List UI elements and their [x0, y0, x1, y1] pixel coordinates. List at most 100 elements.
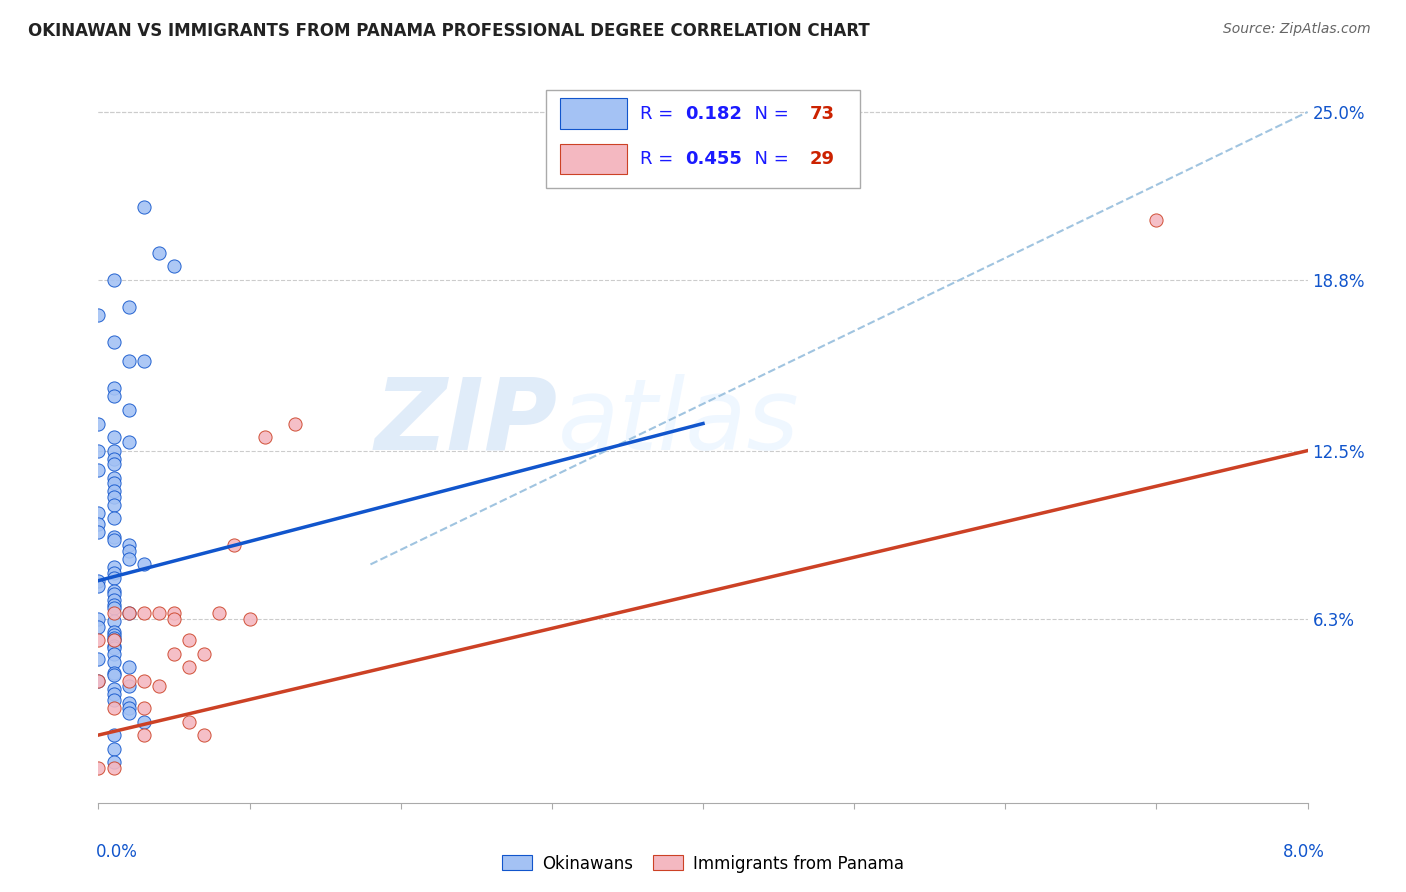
Point: [103, 511, 125, 525]
Point: [87, 761, 110, 775]
Point: [103, 587, 125, 601]
Point: [103, 628, 125, 642]
Point: [208, 606, 231, 620]
FancyBboxPatch shape: [561, 98, 627, 129]
Point: [132, 728, 155, 742]
Point: [103, 681, 125, 696]
Text: 8.0%: 8.0%: [1282, 843, 1324, 861]
Point: [103, 761, 125, 775]
Point: [103, 571, 125, 585]
Legend: Okinawans, Immigrants from Panama: Okinawans, Immigrants from Panama: [495, 848, 911, 880]
Point: [118, 354, 141, 368]
Point: [103, 639, 125, 653]
Text: 0.182: 0.182: [685, 104, 742, 123]
Point: [103, 381, 125, 395]
Point: [193, 728, 215, 742]
Point: [132, 354, 155, 368]
Point: [87, 524, 110, 539]
Text: Source: ZipAtlas.com: Source: ZipAtlas.com: [1223, 22, 1371, 37]
Point: [103, 728, 125, 742]
Point: [87, 652, 110, 666]
Point: [118, 606, 141, 620]
Point: [132, 558, 155, 572]
Point: [163, 611, 186, 625]
Text: R =: R =: [640, 104, 679, 123]
Point: [179, 660, 201, 674]
Text: 0.0%: 0.0%: [96, 843, 138, 861]
Point: [103, 755, 125, 769]
Point: [87, 506, 110, 520]
Point: [103, 389, 125, 403]
Point: [103, 600, 125, 615]
Point: [103, 693, 125, 707]
Point: [132, 673, 155, 688]
Point: [103, 430, 125, 444]
Point: [103, 560, 125, 574]
Point: [118, 673, 141, 688]
Point: [103, 631, 125, 645]
Point: [103, 741, 125, 756]
Text: N =: N =: [742, 104, 794, 123]
FancyBboxPatch shape: [561, 144, 627, 175]
Point: [132, 714, 155, 729]
Point: [118, 544, 141, 558]
Point: [103, 668, 125, 682]
Point: [118, 696, 141, 710]
Point: [1146, 213, 1168, 227]
Point: [103, 335, 125, 350]
Point: [118, 706, 141, 721]
Point: [103, 633, 125, 648]
Point: [118, 679, 141, 693]
Point: [103, 490, 125, 504]
Point: [103, 443, 125, 458]
Point: [87, 673, 110, 688]
Point: [103, 533, 125, 547]
Point: [163, 606, 186, 620]
Point: [103, 598, 125, 612]
Point: [118, 538, 141, 552]
FancyBboxPatch shape: [546, 90, 860, 188]
Point: [103, 633, 125, 648]
Point: [103, 641, 125, 656]
Point: [132, 200, 155, 214]
Point: [87, 443, 110, 458]
Point: [179, 714, 201, 729]
Point: [103, 451, 125, 466]
Point: [118, 435, 141, 450]
Point: [224, 538, 246, 552]
Point: [103, 615, 125, 629]
Point: [103, 688, 125, 702]
Point: [103, 476, 125, 491]
Point: [132, 606, 155, 620]
Point: [148, 606, 170, 620]
Text: 73: 73: [810, 104, 834, 123]
Point: [87, 633, 110, 648]
Point: [118, 701, 141, 715]
Point: [103, 701, 125, 715]
Text: N =: N =: [742, 150, 794, 168]
Text: ZIP: ZIP: [375, 374, 558, 471]
Point: [239, 611, 262, 625]
Point: [103, 606, 125, 620]
Point: [148, 679, 170, 693]
Point: [87, 462, 110, 476]
Text: R =: R =: [640, 150, 679, 168]
Point: [87, 516, 110, 531]
Point: [118, 300, 141, 314]
Point: [87, 620, 110, 634]
Point: [103, 498, 125, 512]
Point: [103, 471, 125, 485]
Point: [87, 574, 110, 588]
Point: [118, 552, 141, 566]
Point: [103, 566, 125, 580]
Text: 29: 29: [810, 150, 834, 168]
Point: [163, 647, 186, 661]
Point: [103, 484, 125, 499]
Point: [103, 273, 125, 287]
Point: [118, 403, 141, 417]
Point: [179, 633, 201, 648]
Point: [87, 673, 110, 688]
Point: [103, 530, 125, 544]
Point: [193, 647, 215, 661]
Point: [87, 579, 110, 593]
